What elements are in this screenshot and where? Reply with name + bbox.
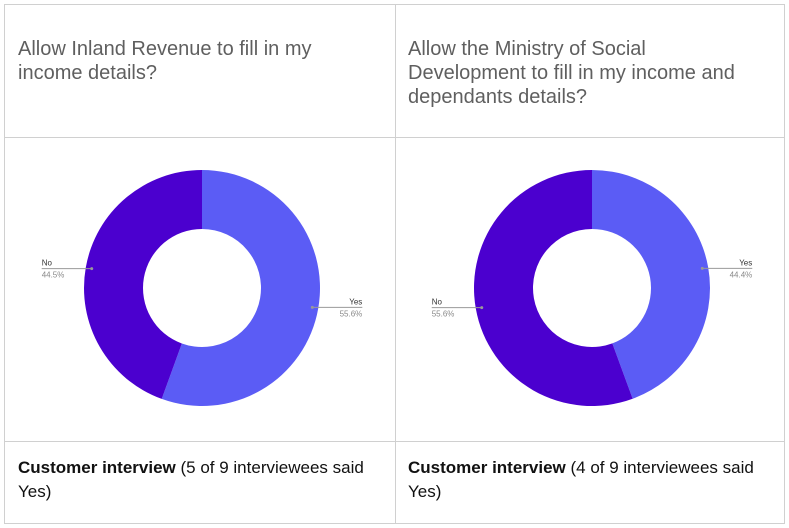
slice-label-yes: Yes xyxy=(739,258,752,267)
question-title-left: Allow Inland Revenue to fill in my incom… xyxy=(18,38,312,84)
footer-left: Customer interview (5 of 9 interviewees … xyxy=(18,456,368,504)
footer-left-text: (5 of 9 interviewees said Yes) xyxy=(18,458,364,501)
slice-yes xyxy=(161,170,321,407)
leader-dot-no xyxy=(90,267,94,271)
row-divider-top xyxy=(5,137,784,138)
slice-label-no: No xyxy=(42,259,53,268)
slice-value-yes: 55.6% xyxy=(340,309,363,318)
slice-value-no: 44.5% xyxy=(42,271,65,280)
row-divider-bottom xyxy=(5,441,784,442)
leader-dot-no xyxy=(480,306,484,310)
question-title-right: Allow the Ministry of Social Development… xyxy=(408,38,735,108)
column-divider xyxy=(395,5,396,523)
footer-right-text: (4 of 9 interviewees said Yes) xyxy=(408,458,754,501)
footer-left-bold: Customer interview xyxy=(18,458,176,477)
comparison-table xyxy=(4,4,785,524)
slice-no xyxy=(474,170,633,406)
footer-right: Customer interview (4 of 9 interviewees … xyxy=(408,456,758,504)
footer-right-bold: Customer interview xyxy=(408,458,566,477)
slice-value-yes: 44.4% xyxy=(730,270,753,279)
slice-label-no: No xyxy=(432,298,443,307)
leader-dot-yes xyxy=(310,305,314,309)
leader-dot-yes xyxy=(700,266,704,270)
donut-chart-left: Yes 55.6% No 44.5% xyxy=(41,170,363,407)
donut-chart-right: Yes 44.4% No 55.6% xyxy=(432,170,753,406)
slice-yes xyxy=(592,170,710,399)
slice-label-yes: Yes xyxy=(349,297,362,306)
slice-no xyxy=(84,170,202,399)
slice-value-no: 55.6% xyxy=(432,310,455,319)
